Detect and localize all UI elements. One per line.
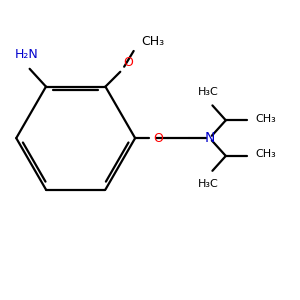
- Text: O: O: [124, 56, 134, 68]
- Text: H₂N: H₂N: [15, 48, 38, 62]
- Text: O: O: [153, 132, 163, 145]
- Text: H₃C: H₃C: [198, 179, 218, 189]
- Text: CH₃: CH₃: [255, 149, 276, 160]
- Text: CH₃: CH₃: [255, 114, 276, 124]
- Text: N: N: [204, 131, 214, 145]
- Text: H₃C: H₃C: [198, 87, 218, 97]
- Text: CH₃: CH₃: [141, 35, 164, 48]
